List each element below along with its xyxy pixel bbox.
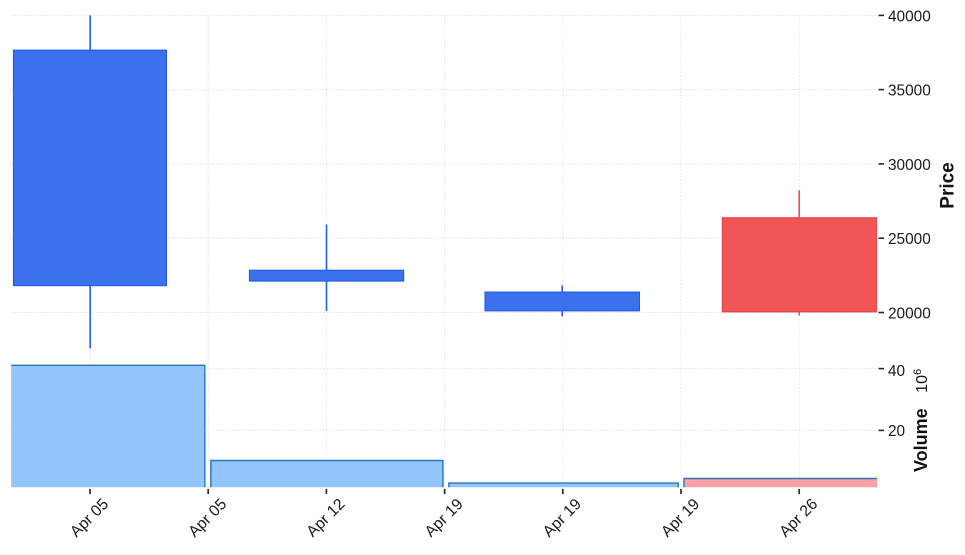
svg-text:20000: 20000	[888, 306, 931, 323]
svg-text:Price: Price	[938, 162, 959, 208]
svg-text:35000: 35000	[888, 83, 931, 100]
svg-text:20: 20	[888, 423, 905, 440]
svg-text:40: 40	[888, 363, 905, 380]
svg-text:Volume106: Volume106	[911, 369, 931, 472]
svg-text:30000: 30000	[888, 157, 931, 174]
svg-text:40000: 40000	[888, 8, 931, 25]
svg-text:25000: 25000	[888, 231, 931, 248]
